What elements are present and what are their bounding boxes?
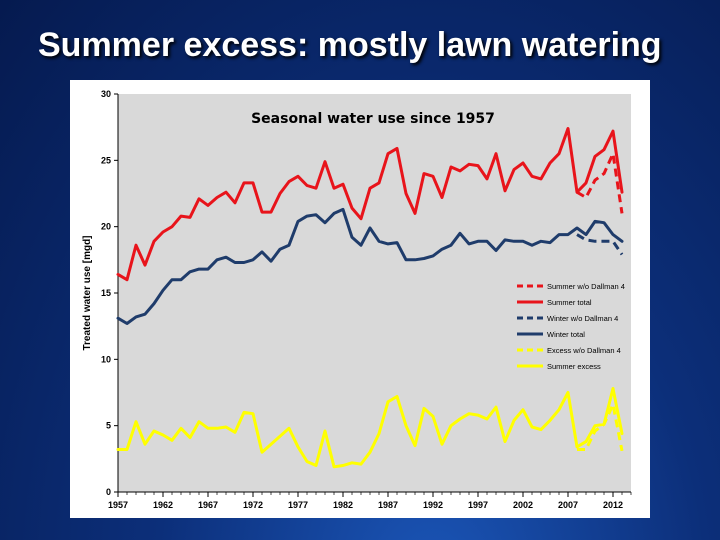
x-tick-label: 1972: [243, 500, 263, 510]
y-tick-label: 30: [101, 89, 111, 99]
x-tick-label: 1982: [333, 500, 353, 510]
x-tick-label: 1967: [198, 500, 218, 510]
legend-label-0: Summer w/o Dallman 4: [547, 282, 625, 291]
series-layer: [116, 127, 624, 469]
x-tick-label: 2002: [513, 500, 533, 510]
x-tick-label: 1992: [423, 500, 443, 510]
legend-box: [511, 276, 629, 378]
x-tick-label: 1997: [468, 500, 488, 510]
axes: 0 5 10 15 20 25 30 1957 1962 1967 1972 1977 1982 1987…: [101, 89, 632, 510]
x-tick-label: 2012: [603, 500, 623, 510]
x-tick-label: 1987: [378, 500, 398, 510]
x-tick-label: 2007: [558, 500, 578, 510]
slide-title: Summer excess: mostly lawn watering: [38, 26, 662, 64]
series-line-2: [576, 233, 624, 256]
series-line-5: [116, 387, 624, 469]
series-line-1: [116, 127, 624, 282]
x-tick-label: 1962: [153, 500, 173, 510]
legend-label-5: Summer excess: [547, 362, 601, 371]
y-tick-label: 10: [101, 354, 111, 364]
series-line-3: [116, 207, 624, 325]
chart-title: Seasonal water use since 1957: [251, 111, 495, 127]
series-line-4: [577, 402, 624, 452]
y-tick-label: 5: [106, 421, 111, 431]
legend-label-3: Winter total: [547, 330, 585, 339]
x-tick-label: 1977: [288, 500, 308, 510]
legend-label-4: Excess w/o Dallman 4: [547, 346, 621, 355]
legend: Summer w/o Dallman 4 Summer total Winter w…: [511, 276, 629, 378]
x-tick-label: 1957: [108, 500, 128, 510]
y-tick-label: 0: [106, 487, 111, 497]
chart-frame: 0 5 10 15 20 25 30 1957 1962 1967 1972 1977 1982 1987…: [70, 80, 650, 518]
legend-label-1: Summer total: [547, 298, 592, 307]
legend-label-2: Winter w/o Dallman 4: [547, 314, 618, 323]
y-axis-title: Treated water use [mgd]: [82, 235, 93, 350]
y-tick-label: 25: [101, 155, 111, 165]
line-chart: 0 5 10 15 20 25 30 1957 1962 1967 1972 1977 1982 1987…: [82, 89, 632, 510]
y-tick-label: 15: [101, 288, 111, 298]
y-tick-label: 20: [101, 222, 111, 232]
